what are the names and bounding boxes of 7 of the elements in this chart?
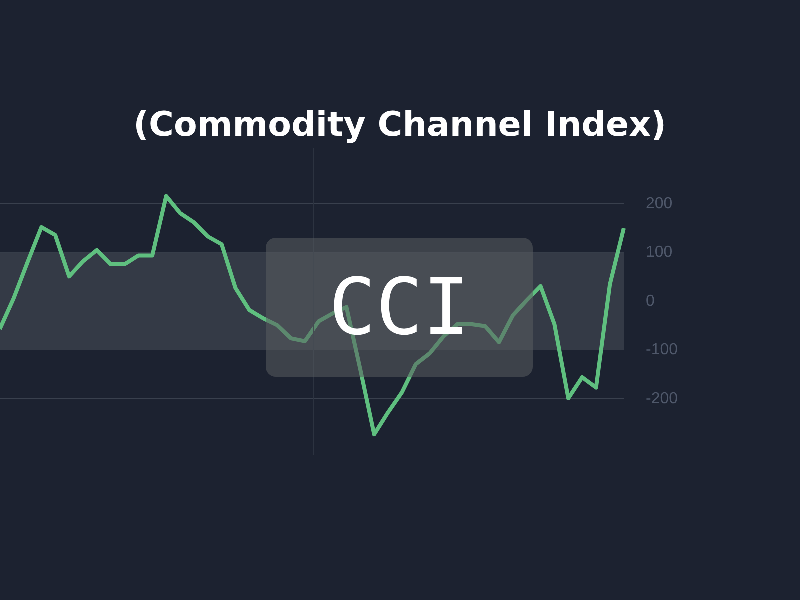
annotation: CCI [266, 238, 533, 377]
y-tick-label: -100 [646, 342, 678, 359]
y-tick-label: 0 [646, 292, 655, 310]
y-tick-label: 100 [646, 244, 673, 262]
y-tick-label: 200 [646, 195, 673, 212]
y-tick-label: -200 [646, 390, 678, 408]
chart-title: (Commodity Channel Index) [132, 105, 668, 145]
